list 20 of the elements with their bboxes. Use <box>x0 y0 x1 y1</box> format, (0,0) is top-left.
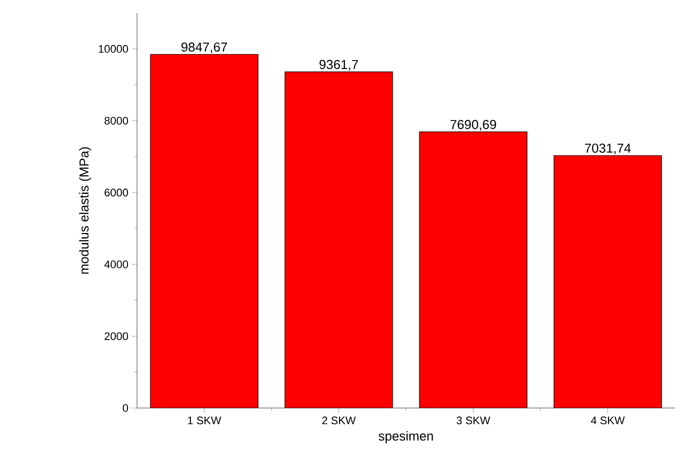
y-axis-title: modulus elastis (MPa) <box>79 147 92 274</box>
y-tick-label: 10000 <box>98 45 128 53</box>
y-tick-label: 4000 <box>104 260 128 268</box>
x-tick-label: 4 SKW <box>590 416 625 424</box>
data-label: 7690,69 <box>450 120 496 131</box>
y-tick-label: 8000 <box>104 116 128 125</box>
bar <box>284 72 393 408</box>
data-label: 9361,7 <box>320 60 358 71</box>
bar <box>150 54 258 408</box>
y-tick-label: 2000 <box>104 332 128 340</box>
x-axis-title: spesimen <box>378 431 433 444</box>
data-label: 9847,67 <box>181 42 227 54</box>
data-label: 7031,74 <box>585 144 631 154</box>
bar <box>419 132 528 408</box>
y-tick-label: 0 <box>122 404 128 412</box>
y-tick-label: 6000 <box>104 188 128 196</box>
x-tick-label: 3 SKW <box>456 416 490 424</box>
bar <box>554 155 662 408</box>
x-tick-label: 2 SKW <box>322 416 356 424</box>
x-tick-label: 1 SKW <box>188 416 222 424</box>
